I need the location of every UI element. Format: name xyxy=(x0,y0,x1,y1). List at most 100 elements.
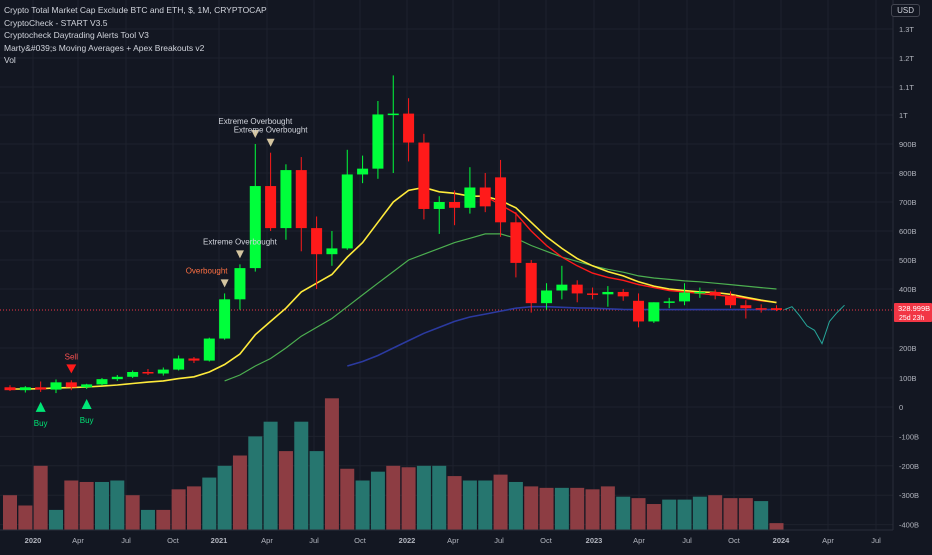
volume-bar xyxy=(94,481,109,530)
ema-slow-line xyxy=(224,233,777,382)
volume-bar xyxy=(539,487,554,530)
candle-body[interactable] xyxy=(311,228,323,255)
candle-body[interactable] xyxy=(648,302,660,322)
time-tick-label: Oct xyxy=(167,536,180,545)
overbought-label: Extreme Overbought xyxy=(218,117,293,126)
candle-body[interactable] xyxy=(464,187,476,208)
candle-body[interactable] xyxy=(265,186,277,229)
candle-body[interactable] xyxy=(357,168,369,175)
candle-body[interactable] xyxy=(372,114,384,169)
candle-body[interactable] xyxy=(633,300,645,322)
candle-body[interactable] xyxy=(449,202,461,208)
volume-bar xyxy=(309,451,324,530)
candle-body[interactable] xyxy=(602,291,614,295)
candle-body[interactable] xyxy=(188,358,200,361)
time-tick-label: 2020 xyxy=(25,536,42,545)
candle-body[interactable] xyxy=(295,170,307,229)
candle-body[interactable] xyxy=(510,222,522,263)
volume-bar xyxy=(401,467,416,530)
candle-body[interactable] xyxy=(755,308,767,310)
volume-bar xyxy=(294,421,309,530)
symbol-title[interactable]: Crypto Total Market Cap Exclude BTC and … xyxy=(4,5,267,15)
candle-body[interactable] xyxy=(81,384,93,388)
candle-body[interactable] xyxy=(157,369,169,374)
indicator-3[interactable]: Vol xyxy=(4,55,16,65)
price-badge-value: 328.999B xyxy=(898,304,930,313)
candle-body[interactable] xyxy=(50,382,62,390)
price-badge-countdown: 25d 23h xyxy=(899,315,924,322)
candle-body[interactable] xyxy=(127,372,139,377)
volume-bar xyxy=(3,495,17,530)
price-tick-label: 1.1T xyxy=(899,83,914,92)
volume-bar xyxy=(48,509,63,530)
volume-bar xyxy=(248,436,263,530)
volume-bar xyxy=(140,509,155,530)
price-tick-label: -200B xyxy=(899,462,919,471)
candle-body[interactable] xyxy=(65,382,77,388)
candle-body[interactable] xyxy=(142,372,154,374)
candle-body[interactable] xyxy=(771,308,782,310)
candle-body[interactable] xyxy=(709,291,721,296)
candle-body[interactable] xyxy=(35,387,47,390)
candle-body[interactable] xyxy=(203,338,215,361)
indicator-0[interactable]: CryptoCheck - START V3.5 xyxy=(4,17,108,28)
time-tick-label: Jul xyxy=(121,536,131,545)
candle-body[interactable] xyxy=(663,301,675,303)
currency-button[interactable]: USD xyxy=(891,4,920,17)
volume-bar xyxy=(692,496,707,530)
time-tick-label: 2024 xyxy=(773,536,791,545)
volume-bar xyxy=(232,455,247,530)
candle-body[interactable] xyxy=(541,290,553,304)
price-tick-label: 1.3T xyxy=(899,25,914,34)
candle-body[interactable] xyxy=(418,142,430,209)
candle-body[interactable] xyxy=(479,187,491,207)
candle-body[interactable] xyxy=(403,113,415,143)
volume-bar xyxy=(462,480,477,530)
candle-body[interactable] xyxy=(387,113,399,116)
indicator-2[interactable]: Marty&#039;s Moving Averages + Apex Brea… xyxy=(4,42,205,53)
volume-bar xyxy=(677,499,692,530)
time-tick-label: Apr xyxy=(447,536,459,545)
candle-body[interactable] xyxy=(617,291,629,297)
candle-body[interactable] xyxy=(556,284,568,291)
volume-bar xyxy=(370,471,385,530)
time-tick-label: Oct xyxy=(354,536,367,545)
overbought-label: Extreme Overbought xyxy=(234,126,309,135)
volume-bar xyxy=(754,501,769,530)
candle-body[interactable] xyxy=(341,174,353,249)
candle-body[interactable] xyxy=(326,248,338,255)
buy-label: Buy xyxy=(80,416,94,425)
candle-body[interactable] xyxy=(587,293,599,295)
price-tick-label: -300B xyxy=(899,491,919,500)
candle-body[interactable] xyxy=(111,376,123,380)
sell-arrow-icon xyxy=(66,364,77,374)
candle-body[interactable] xyxy=(173,358,185,370)
candle-body[interactable] xyxy=(433,202,445,209)
legend: Crypto Total Market Cap Exclude BTC and … xyxy=(4,4,267,67)
candle-body[interactable] xyxy=(280,170,292,229)
time-tick-label: Jul xyxy=(871,536,881,545)
candle-body[interactable] xyxy=(740,305,752,309)
candle-body[interactable] xyxy=(234,268,246,300)
candle-body[interactable] xyxy=(525,262,537,304)
candle-body[interactable] xyxy=(571,284,583,294)
candle-body[interactable] xyxy=(725,295,737,306)
price-tick-label: 100B xyxy=(899,374,917,383)
price-tick-label: 600B xyxy=(899,227,917,236)
volume-bar xyxy=(355,480,370,530)
candle-body[interactable] xyxy=(495,177,507,223)
indicator-1[interactable]: Cryptocheck Daytrading Alerts Tool V3 xyxy=(4,30,149,40)
candle-body[interactable] xyxy=(679,292,691,302)
volume-bar xyxy=(723,498,738,530)
volume-bar xyxy=(708,495,723,530)
candle-body[interactable] xyxy=(219,299,231,339)
candle-body[interactable] xyxy=(4,387,16,391)
candle-body[interactable] xyxy=(694,291,706,294)
volume-bar xyxy=(217,465,232,530)
candle-body[interactable] xyxy=(19,387,31,391)
candle-body[interactable] xyxy=(96,379,108,385)
candle-body[interactable] xyxy=(249,186,261,269)
overbought-arrow-icon xyxy=(220,279,229,288)
